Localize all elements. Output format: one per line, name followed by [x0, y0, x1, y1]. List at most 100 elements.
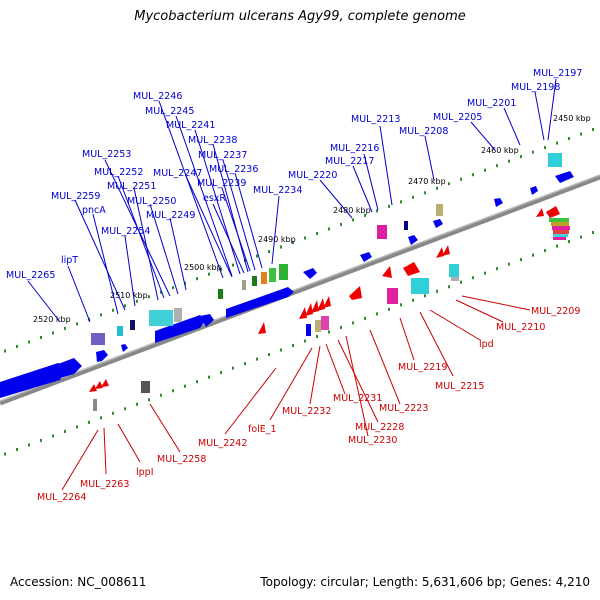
- reverse-gene[interactable]: [436, 247, 444, 258]
- gene-label[interactable]: MUL_2242: [198, 438, 247, 449]
- feature-block[interactable]: [377, 225, 387, 239]
- gene-label[interactable]: MUL_2228: [355, 422, 404, 433]
- gene-label[interactable]: MUL_2198: [511, 82, 560, 93]
- feature-block[interactable]: [93, 399, 97, 411]
- gene-label[interactable]: MUL_2241: [166, 120, 215, 131]
- gene-label[interactable]: lipT: [61, 255, 78, 266]
- feature-block[interactable]: [261, 272, 267, 284]
- feature-block[interactable]: [141, 381, 150, 393]
- feature-block[interactable]: [552, 226, 570, 230]
- feature-block[interactable]: [553, 234, 568, 237]
- reverse-gene[interactable]: [258, 322, 266, 334]
- gene-label[interactable]: MUL_2197: [533, 68, 582, 79]
- gene-label[interactable]: MUL_2215: [435, 381, 484, 392]
- gene-label[interactable]: MUL_2234: [253, 185, 302, 196]
- feature-block[interactable]: [548, 153, 562, 167]
- gene-label[interactable]: folE_1: [248, 424, 277, 435]
- feature-block[interactable]: [130, 320, 135, 330]
- gene-label[interactable]: pncA: [82, 205, 106, 216]
- forward-gene-cluster[interactable]: [226, 287, 294, 318]
- reverse-gene[interactable]: [546, 206, 560, 218]
- gene-label[interactable]: MUL_2253: [82, 149, 131, 160]
- forward-gene[interactable]: [200, 314, 214, 327]
- forward-gene[interactable]: [433, 219, 443, 228]
- forward-gene[interactable]: [360, 252, 372, 262]
- gene-label[interactable]: lppI: [136, 467, 154, 478]
- reverse-gene[interactable]: [442, 245, 450, 256]
- gene-label[interactable]: MUL_2246: [133, 91, 182, 102]
- gene-label[interactable]: lpd: [479, 339, 494, 350]
- gene-label[interactable]: MUL_2236: [209, 164, 258, 175]
- feature-block[interactable]: [242, 280, 246, 290]
- feature-block[interactable]: [436, 204, 443, 216]
- forward-gene[interactable]: [121, 344, 128, 352]
- gene-label[interactable]: MUL_2216: [330, 143, 379, 154]
- forward-gene[interactable]: [303, 268, 317, 279]
- forward-gene-large[interactable]: [0, 363, 68, 398]
- forward-gene-dark[interactable]: [404, 221, 408, 230]
- gene-label[interactable]: MUL_2219: [398, 362, 447, 373]
- gene-label[interactable]: MUL_2213: [351, 114, 400, 125]
- gene-label[interactable]: MUL_2238: [188, 135, 237, 146]
- feature-block[interactable]: [218, 289, 223, 299]
- reverse-gene[interactable]: [403, 262, 420, 276]
- gene-label[interactable]: MUL_2220: [288, 170, 337, 181]
- gene-label[interactable]: MUL_2208: [399, 126, 448, 137]
- gene-label[interactable]: MUL_2259: [51, 191, 100, 202]
- reverse-gene[interactable]: [101, 379, 109, 387]
- reverse-gene[interactable]: [382, 266, 392, 278]
- gene-label[interactable]: MUL_2258: [157, 454, 206, 465]
- gene-label[interactable]: MUL_2223: [379, 403, 428, 414]
- forward-gene[interactable]: [306, 324, 311, 336]
- reverse-gene[interactable]: [89, 384, 97, 392]
- feature-block[interactable]: [149, 310, 173, 326]
- gene-label[interactable]: MUL_2263: [80, 479, 129, 490]
- forward-gene-cluster[interactable]: [155, 315, 206, 343]
- forward-gene-arrow[interactable]: [58, 358, 82, 378]
- gene-label[interactable]: MUL_2251: [107, 181, 156, 192]
- feature-block[interactable]: [269, 268, 276, 282]
- feature-block[interactable]: [279, 264, 288, 280]
- forward-gene[interactable]: [555, 171, 574, 183]
- gene-label[interactable]: MUL_2210: [496, 322, 545, 333]
- reverse-gene[interactable]: [305, 303, 313, 316]
- reverse-gene[interactable]: [323, 296, 331, 308]
- gene-label[interactable]: MUL_2205: [433, 112, 482, 123]
- gene-label[interactable]: MUL_2265: [6, 270, 55, 281]
- forward-gene[interactable]: [408, 235, 418, 245]
- feature-block[interactable]: [551, 222, 569, 226]
- gene-label[interactable]: MUL_2249: [146, 210, 195, 221]
- feature-block[interactable]: [174, 308, 182, 322]
- forward-gene[interactable]: [530, 186, 538, 195]
- gene-label[interactable]: MUL_2217: [325, 156, 374, 167]
- feature-block[interactable]: [91, 333, 105, 345]
- feature-block[interactable]: [321, 316, 329, 330]
- gene-label[interactable]: MUL_2230: [348, 435, 397, 446]
- gene-label[interactable]: MUL_2231: [333, 393, 382, 404]
- reverse-gene[interactable]: [349, 286, 362, 300]
- forward-gene[interactable]: [96, 350, 108, 362]
- reverse-gene[interactable]: [299, 307, 307, 319]
- gene-label[interactable]: esxR: [203, 193, 226, 204]
- gene-label[interactable]: MUL_2239: [197, 178, 246, 189]
- reverse-gene[interactable]: [317, 298, 325, 311]
- reverse-gene[interactable]: [536, 208, 544, 217]
- feature-block[interactable]: [252, 276, 257, 286]
- feature-block[interactable]: [549, 218, 569, 222]
- feature-block[interactable]: [117, 326, 123, 336]
- forward-gene[interactable]: [494, 198, 503, 207]
- gene-label[interactable]: MUL_2245: [145, 106, 194, 117]
- gene-label[interactable]: MUL_2209: [531, 306, 580, 317]
- gene-label[interactable]: MUL_2254: [101, 226, 150, 237]
- gene-label[interactable]: MUL_2232: [282, 406, 331, 417]
- gene-label[interactable]: MUL_2237: [198, 150, 247, 161]
- feature-block[interactable]: [451, 277, 459, 281]
- gene-label[interactable]: MUL_2201: [467, 98, 516, 109]
- reverse-gene[interactable]: [311, 300, 319, 313]
- gene-label[interactable]: MUL_2252: [94, 167, 143, 178]
- feature-block[interactable]: [553, 237, 566, 240]
- feature-block[interactable]: [449, 264, 459, 277]
- feature-block[interactable]: [315, 320, 321, 332]
- feature-block[interactable]: [553, 230, 569, 234]
- gene-label[interactable]: MUL_2247: [153, 168, 202, 179]
